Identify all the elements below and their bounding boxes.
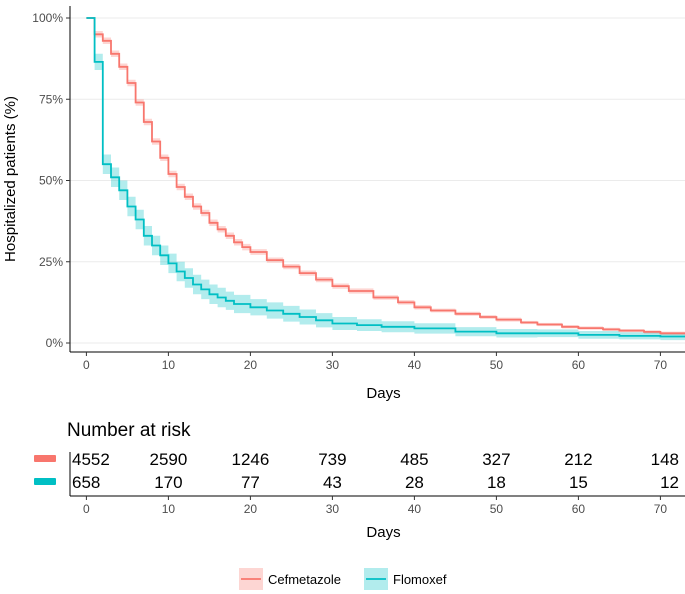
y-tick-label: 50%: [39, 174, 63, 188]
y-tick-label: 100%: [32, 11, 63, 25]
legend-item-cefmetazole: Cefmetazole: [239, 568, 341, 590]
risk-table-title: Number at risk: [67, 420, 191, 441]
risk-x-axis-ticks: 0 10 20 30 40 50 60 70: [83, 496, 667, 516]
risk-count: 658: [72, 473, 100, 492]
risk-count: 18: [487, 473, 506, 492]
risk-x-tick-label: 60: [572, 502, 586, 516]
risk-x-tick-label: 70: [654, 502, 668, 516]
legend-item-flomoxef: Flomoxef: [364, 568, 447, 590]
risk-row-swatch-cefmetazole: [34, 455, 56, 462]
x-tick-label: 70: [654, 358, 668, 372]
risk-count: 327: [482, 450, 510, 469]
risk-count: 15: [569, 473, 588, 492]
risk-count: 739: [318, 450, 346, 469]
risk-count: 2590: [149, 450, 187, 469]
y-axis-ticks: 0% 25% 50% 75% 100%: [32, 11, 70, 350]
y-axis-title: Hospitalized patients (%): [2, 96, 19, 262]
km-plot-panel: 0 10 20 30 40 50 60 70 0% 25% 50% 75% 100% Days Hos…: [2, 6, 685, 402]
x-tick-label: 10: [162, 358, 176, 372]
risk-row-swatch-flomoxef: [34, 478, 56, 485]
x-tick-label: 20: [244, 358, 258, 372]
risk-count: 77: [241, 473, 260, 492]
survival-curve-cefmetazole: [86, 17, 685, 335]
risk-x-tick-label: 30: [326, 502, 340, 516]
x-axis-title: Days: [366, 385, 400, 402]
risk-count: 1246: [231, 450, 269, 469]
x-tick-label: 0: [83, 358, 90, 372]
x-axis-ticks: 0 10 20 30 40 50 60 70: [83, 352, 667, 372]
risk-table-rows: 4552 2590 1246 739 485 327 212 148 658 170 77 43 28 1…: [34, 450, 679, 492]
risk-count: 28: [405, 473, 424, 492]
risk-x-axis-title: Days: [366, 524, 400, 541]
risk-x-tick-label: 0: [83, 502, 90, 516]
survival-curve-flomoxef: [86, 17, 685, 338]
y-tick-label: 0%: [46, 336, 64, 350]
risk-x-tick-label: 10: [162, 502, 176, 516]
risk-x-tick-label: 40: [408, 502, 422, 516]
y-tick-label: 75%: [39, 92, 63, 106]
x-tick-label: 50: [490, 358, 504, 372]
y-tick-label: 25%: [39, 255, 63, 269]
risk-count: 12: [660, 473, 679, 492]
risk-x-tick-label: 20: [244, 502, 258, 516]
risk-count: 170: [154, 473, 182, 492]
risk-x-tick-label: 50: [490, 502, 504, 516]
risk-table: Number at risk 4552 2590 1246 739 485 327 212 1…: [34, 420, 685, 541]
legend-label: Cefmetazole: [268, 572, 341, 587]
survival-curves: [86, 17, 685, 338]
risk-count: 4552: [72, 450, 110, 469]
legend: Cefmetazole Flomoxef: [239, 568, 447, 590]
risk-count: 485: [400, 450, 428, 469]
x-tick-label: 60: [572, 358, 586, 372]
legend-label: Flomoxef: [393, 572, 447, 587]
risk-count: 148: [651, 450, 679, 469]
risk-count: 43: [323, 473, 342, 492]
risk-count: 212: [564, 450, 592, 469]
plot-grid: [70, 17, 685, 344]
x-tick-label: 30: [326, 358, 340, 372]
x-tick-label: 40: [408, 358, 422, 372]
